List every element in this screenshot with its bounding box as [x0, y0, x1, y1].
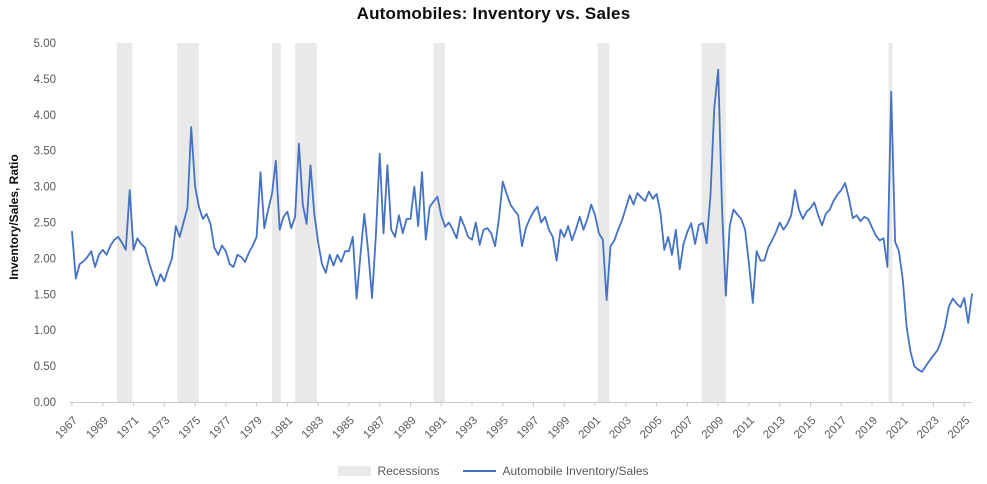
x-tick-label: 1981 [269, 415, 296, 442]
x-tick-label: 1997 [515, 415, 542, 442]
y-tick-label: 2.00 [34, 253, 56, 265]
x-tick-label: 2007 [669, 415, 696, 442]
recession-band [433, 43, 445, 402]
x-tick-label: 2025 [946, 415, 973, 442]
y-tick-label: 0.50 [34, 361, 56, 373]
y-tick-label: 3.00 [34, 182, 56, 194]
x-tick-label: 1995 [484, 415, 511, 442]
y-tick-label: 0.00 [34, 397, 56, 409]
x-tick-label: 1973 [146, 415, 173, 442]
series-line [71, 68, 973, 373]
x-tick-label: 1969 [84, 415, 111, 442]
x-tick-label: 1977 [207, 415, 234, 442]
x-tick-label: 1983 [300, 415, 327, 442]
y-tick-label: 4.00 [34, 110, 56, 122]
y-tick-label: 3.50 [34, 146, 56, 158]
y-tick-label: 1.50 [34, 289, 56, 301]
recession-band [116, 43, 133, 402]
legend-series-swatch [463, 469, 497, 473]
x-tick-label: 1975 [177, 415, 204, 442]
x-tick-label: 2005 [638, 415, 665, 442]
y-tick-label: 2.50 [34, 218, 56, 230]
x-tick-label: 2019 [854, 415, 881, 442]
recession-band [272, 43, 281, 402]
y-tick-label: 5.00 [34, 38, 56, 50]
x-tick-label: 2015 [792, 415, 819, 442]
x-tick-label: 2011 [731, 415, 757, 441]
legend-item-series: Automobile Inventory/Sales [463, 464, 649, 478]
legend-recessions-swatch [338, 466, 372, 476]
y-tick-label: 4.50 [34, 74, 56, 86]
x-tick-label: 2023 [915, 415, 942, 442]
x-tick-label: 1971 [115, 415, 142, 442]
legend-series-label: Automobile Inventory/Sales [502, 464, 649, 478]
y-tick-label: 1.00 [34, 325, 56, 337]
legend-recessions-label: Recessions [377, 464, 440, 478]
x-tick-label: 1993 [454, 415, 481, 442]
x-tick-label: 2013 [761, 415, 788, 442]
recession-band [177, 43, 199, 402]
x-tick-label: 2009 [700, 415, 727, 442]
recession-band [888, 43, 893, 402]
x-tick-label: 1989 [392, 415, 419, 442]
x-tick-label: 1967 [54, 415, 81, 442]
x-tick-label: 2001 [577, 415, 604, 442]
x-tick-label: 1979 [238, 415, 265, 442]
chart-title: Automobiles: Inventory vs. Sales [356, 4, 631, 23]
x-tick-label: 1999 [546, 415, 573, 442]
recession-band [597, 43, 610, 402]
x-tick-label: 2021 [884, 415, 911, 442]
legend: Recessions Automobile Inventory/Sales [0, 464, 987, 478]
x-tick-label: 2003 [607, 415, 634, 442]
x-tick-label: 1985 [330, 415, 357, 442]
x-tick-label: 1987 [361, 415, 388, 442]
legend-item-recessions: Recessions [338, 464, 439, 478]
x-tick-label: 1991 [423, 415, 450, 442]
x-tick-label: 2017 [823, 415, 850, 442]
